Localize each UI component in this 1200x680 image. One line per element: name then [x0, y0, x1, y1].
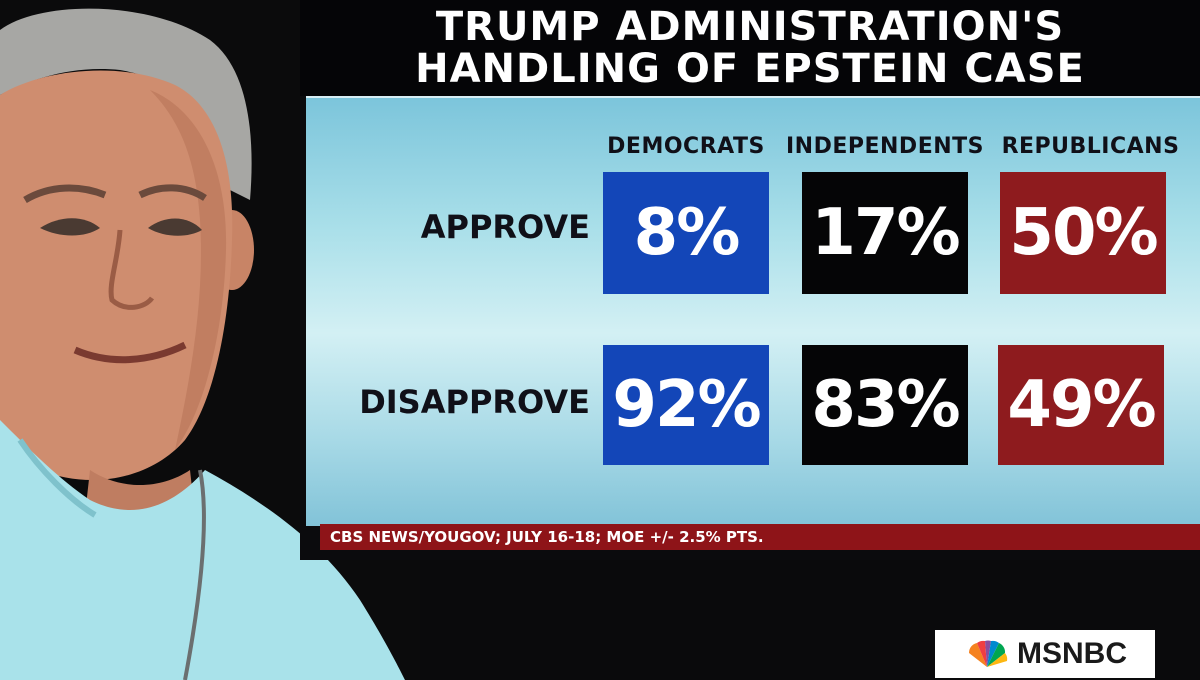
column-header-democrats: DEMOCRATS — [607, 134, 765, 159]
column-header-independents: INDEPENDENTS — [785, 134, 984, 159]
title-line-2: HANDLING OF EPSTEIN CASE — [415, 46, 1085, 92]
row-label-approve: APPROVE — [420, 208, 590, 246]
cell-disapprove-republicans: 49% — [998, 345, 1164, 465]
logo-text: MSNBC — [1017, 637, 1127, 670]
cell-disapprove-independents: 83% — [802, 345, 968, 465]
cell-approve-independents: 17% — [802, 172, 968, 294]
chart-title: TRUMP ADMINISTRATION'S HANDLING OF EPSTE… — [300, 0, 1200, 96]
zipper — [183, 469, 207, 680]
msnbc-logo: MSNBC — [935, 630, 1155, 678]
column-header-republicans: REPUBLICANS — [1001, 134, 1180, 159]
peacock-icon — [968, 640, 1008, 667]
cell-approve-democrats: 8% — [603, 172, 769, 294]
face — [0, 70, 233, 480]
cell-approve-republicans: 50% — [1000, 172, 1166, 294]
cell-disapprove-democrats: 92% — [603, 345, 769, 465]
row-label-disapprove: DISAPPROVE — [359, 383, 590, 421]
source-caption: CBS NEWS/YOUGOV; JULY 16-18; MOE +/- 2.5… — [320, 524, 1200, 550]
title-line-1: TRUMP ADMINISTRATION'S — [435, 4, 1065, 50]
hair — [0, 8, 252, 200]
